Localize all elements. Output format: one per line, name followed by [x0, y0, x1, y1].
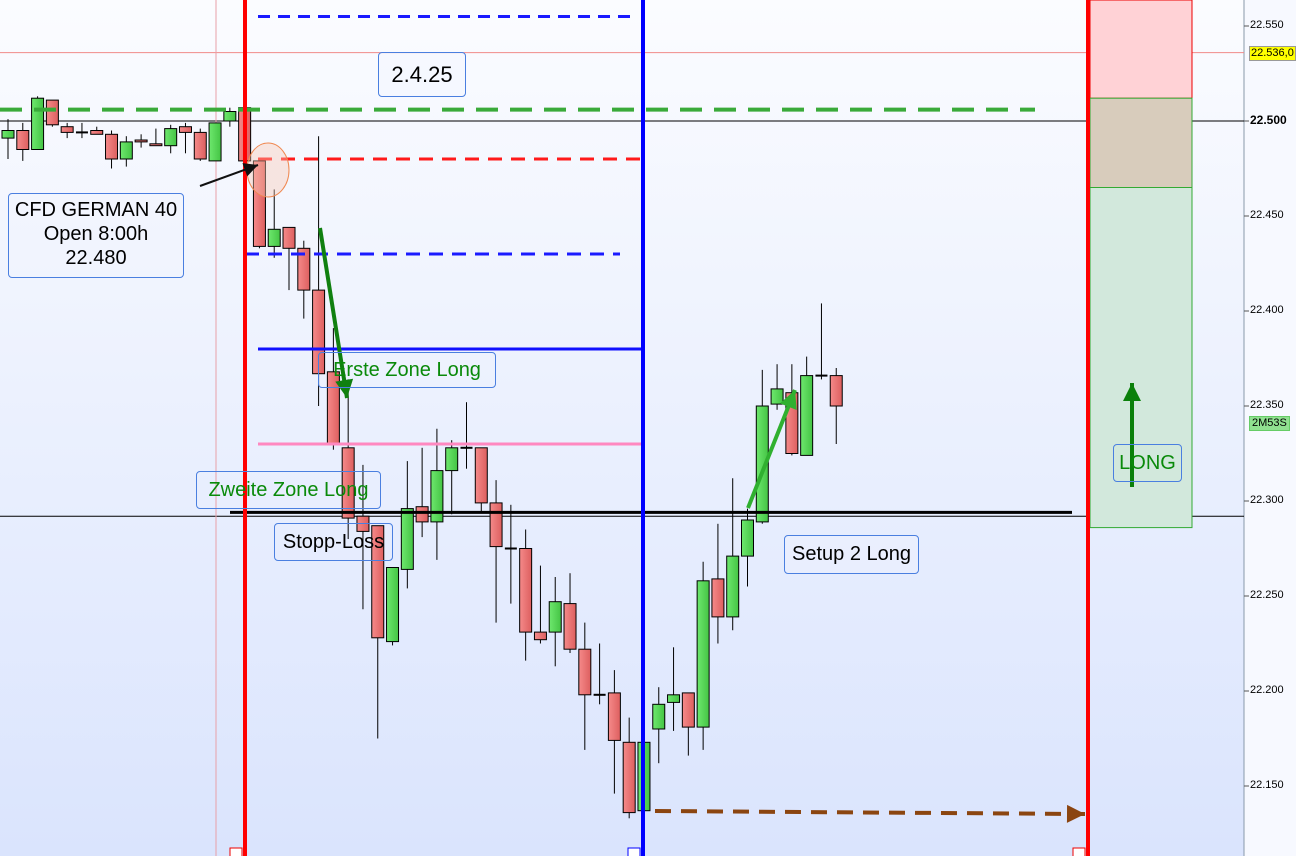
instrument-label: CFD GERMAN 40: [14, 199, 178, 221]
candle-bear: [149, 143, 163, 147]
candle-bear: [474, 447, 488, 504]
y-tick-label: 22.550: [1250, 19, 1284, 31]
candle-bear: [371, 525, 385, 639]
candle-bear: [489, 502, 503, 548]
y-tick-label: 22.400: [1250, 304, 1284, 316]
candle-bull: [386, 567, 400, 643]
candle-bull: [164, 128, 178, 147]
candle-bull: [223, 111, 237, 122]
long-label[interactable]: LONG: [1113, 444, 1182, 482]
candle-bear: [90, 130, 104, 135]
open-price-label: 22.480: [65, 247, 127, 269]
candle-bear: [711, 578, 725, 618]
y-tick-label: 22.150: [1250, 779, 1284, 791]
long-profit-zone: [1089, 187, 1193, 529]
open-time-label: Open 8:00h: [43, 223, 149, 245]
candle-timer-badge: 2M53S: [1249, 416, 1290, 431]
zone1-label[interactable]: Erste Zone Long: [318, 352, 496, 388]
candle-bear: [578, 648, 592, 696]
long-risk-zone: [1089, 0, 1193, 99]
y-tick-label: 22.200: [1250, 684, 1284, 696]
date-label[interactable]: 2.4.25: [378, 52, 466, 97]
candle-bull: [267, 228, 281, 247]
candle-bear: [252, 160, 266, 247]
open-highlight-circle: [246, 142, 290, 198]
candle-bull: [696, 580, 710, 728]
candle-bull: [400, 508, 414, 570]
drop-arrow: [318, 227, 349, 399]
candle-bull: [755, 405, 769, 523]
long-overlap-zone: [1089, 97, 1193, 188]
candle-bull: [741, 519, 754, 557]
y-tick-label: 22.300: [1250, 494, 1284, 506]
session-close-marker-box: [1072, 847, 1086, 856]
current-price-badge: 22.536,0: [1249, 45, 1296, 61]
plot-background: [0, 0, 1244, 856]
candle-bull: [726, 555, 740, 618]
y-tick-label: 22.450: [1250, 209, 1284, 221]
setup2-label[interactable]: Setup 2 Long: [784, 535, 919, 574]
candle-bull: [430, 470, 444, 523]
candle-bear: [297, 247, 311, 291]
session-marker-box: [229, 847, 243, 856]
candle-bear: [622, 741, 636, 814]
candle-bull: [445, 447, 459, 472]
drop-arrow-head: [335, 378, 354, 398]
candle-bear: [519, 548, 533, 633]
candle-bear: [829, 375, 843, 407]
candle-bear: [563, 603, 577, 650]
day-marker-box: [627, 847, 641, 856]
setup-arrow-head: [779, 390, 797, 411]
candle-bull: [119, 141, 133, 160]
candle-bull: [667, 694, 681, 703]
candle-bear: [415, 506, 429, 523]
y-tick-label: 22.500: [1250, 113, 1287, 127]
candle-bear: [105, 133, 119, 160]
candle-bull: [652, 703, 666, 730]
candle-bear: [282, 226, 296, 249]
y-tick-label: 22.350: [1250, 399, 1284, 411]
candle-bear: [134, 139, 148, 143]
open-pointer-arrow-head: [242, 163, 258, 177]
candle-bull: [208, 122, 222, 162]
y-tick-label: 22.250: [1250, 589, 1284, 601]
zone2-label[interactable]: Zweite Zone Long: [196, 471, 381, 509]
candle-bear: [60, 126, 74, 133]
candle-bear: [45, 99, 59, 126]
low-projection-arrow: [654, 809, 1086, 816]
stop-loss-label[interactable]: Stopp-Loss: [274, 523, 393, 561]
candle-bull: [548, 601, 562, 633]
open-info-box[interactable]: CFD GERMAN 40 Open 8:00h 22.480: [8, 193, 184, 278]
candle-bear: [193, 131, 207, 160]
candle-bear: [681, 692, 695, 728]
candle-bull: [1, 130, 15, 139]
candle-bear: [607, 692, 621, 741]
candle-bear: [533, 631, 547, 641]
long-arrow-head: [1123, 383, 1141, 401]
candle-bull: [770, 388, 784, 405]
low-projection-arrow-head: [1066, 804, 1085, 823]
setup-arrow: [746, 389, 797, 509]
candle-bear: [178, 126, 192, 133]
candle-bull: [31, 97, 45, 150]
candle-bear: [341, 447, 355, 519]
candle-bull: [800, 375, 814, 456]
candle-bear: [16, 130, 30, 150]
